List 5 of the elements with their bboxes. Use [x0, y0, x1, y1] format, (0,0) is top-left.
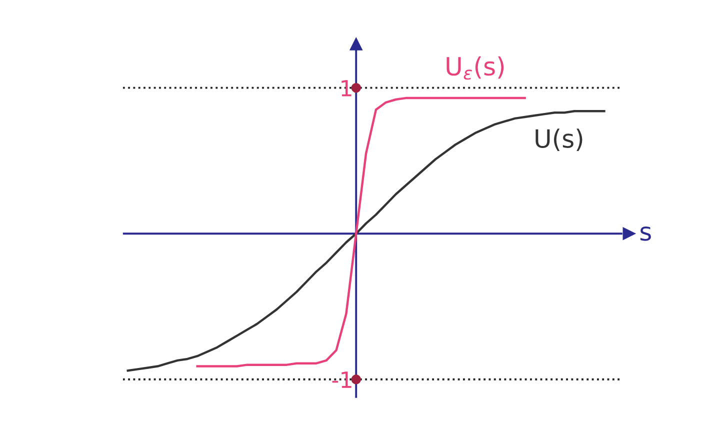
y-tick-label: 1: [342, 80, 352, 96]
series-label: U$_{ε}$(s): [446, 56, 504, 80]
y-tick-label: -1: [332, 372, 352, 388]
x-axis-title: s: [640, 226, 651, 241]
series-label: U(s): [536, 128, 582, 151]
